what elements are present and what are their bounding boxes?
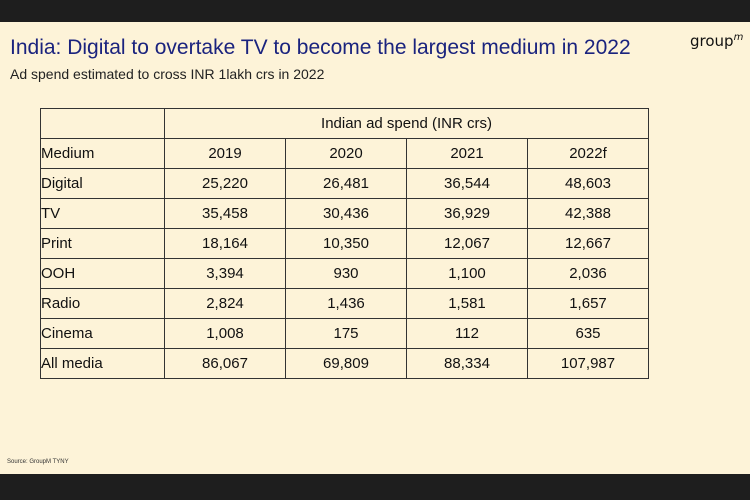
table-row: Print 18,164 10,350 12,067 12,667 — [40, 228, 649, 259]
table-cell: 1,100 — [406, 258, 528, 289]
table-cell: 1,436 — [285, 288, 407, 319]
table-cell: 36,544 — [406, 168, 528, 199]
row-label: OOH — [40, 258, 165, 289]
table-cell: 69,809 — [285, 348, 407, 379]
row-label: Cinema — [40, 318, 165, 349]
row-label: Radio — [40, 288, 165, 319]
table-cell: 10,350 — [285, 228, 407, 259]
table-cell: 18,164 — [164, 228, 286, 259]
table-cell: 107,987 — [527, 348, 649, 379]
table-row: Radio 2,824 1,436 1,581 1,657 — [40, 288, 649, 319]
table-cell: 26,481 — [285, 168, 407, 199]
column-header-medium: Medium — [40, 138, 165, 169]
table-cell: 175 — [285, 318, 407, 349]
top-black-bar — [0, 0, 750, 22]
table-group-header-row: Indian ad spend (INR crs) — [40, 108, 649, 139]
table-cell: 1,581 — [406, 288, 528, 319]
table-row: Digital 25,220 26,481 36,544 48,603 — [40, 168, 649, 199]
table-cell: 48,603 — [527, 168, 649, 199]
groupm-logo: groupm — [690, 32, 744, 50]
table-cell: 1,008 — [164, 318, 286, 349]
table-cell: 86,067 — [164, 348, 286, 379]
table-corner-cell — [40, 108, 165, 139]
column-header-2022f: 2022f — [527, 138, 649, 169]
table-row: Cinema 1,008 175 112 635 — [40, 318, 649, 349]
table-group-header: Indian ad spend (INR crs) — [164, 108, 649, 139]
row-label: All media — [40, 348, 165, 379]
table-cell: 42,388 — [527, 198, 649, 229]
bottom-black-bar — [0, 474, 750, 500]
table-cell: 30,436 — [285, 198, 407, 229]
row-label: TV — [40, 198, 165, 229]
table-cell: 1,657 — [527, 288, 649, 319]
table-cell: 2,824 — [164, 288, 286, 319]
table-cell: 635 — [527, 318, 649, 349]
column-header-2021: 2021 — [406, 138, 528, 169]
table-cell: 2,036 — [527, 258, 649, 289]
table-cell: 12,667 — [527, 228, 649, 259]
table-cell: 36,929 — [406, 198, 528, 229]
source-note: Source: GroupM TYNY — [7, 459, 69, 465]
table-row: OOH 3,394 930 1,100 2,036 — [40, 258, 649, 289]
table-header-row: Medium 2019 2020 2021 2022f — [40, 138, 649, 169]
slide-title: India: Digital to overtake TV to become … — [10, 36, 631, 59]
row-label: Digital — [40, 168, 165, 199]
table-cell: 112 — [406, 318, 528, 349]
column-header-2020: 2020 — [285, 138, 407, 169]
ad-spend-table: Indian ad spend (INR crs) Medium 2019 20… — [40, 108, 649, 379]
table-cell: 12,067 — [406, 228, 528, 259]
table-row-total: All media 86,067 69,809 88,334 107,987 — [40, 348, 649, 379]
table-cell: 3,394 — [164, 258, 286, 289]
table-cell: 88,334 — [406, 348, 528, 379]
table-cell: 930 — [285, 258, 407, 289]
table-row: TV 35,458 30,436 36,929 42,388 — [40, 198, 649, 229]
table-cell: 35,458 — [164, 198, 286, 229]
column-header-2019: 2019 — [164, 138, 286, 169]
table-cell: 25,220 — [164, 168, 286, 199]
row-label: Print — [40, 228, 165, 259]
slide-subtitle: Ad spend estimated to cross INR 1lakh cr… — [10, 66, 325, 82]
